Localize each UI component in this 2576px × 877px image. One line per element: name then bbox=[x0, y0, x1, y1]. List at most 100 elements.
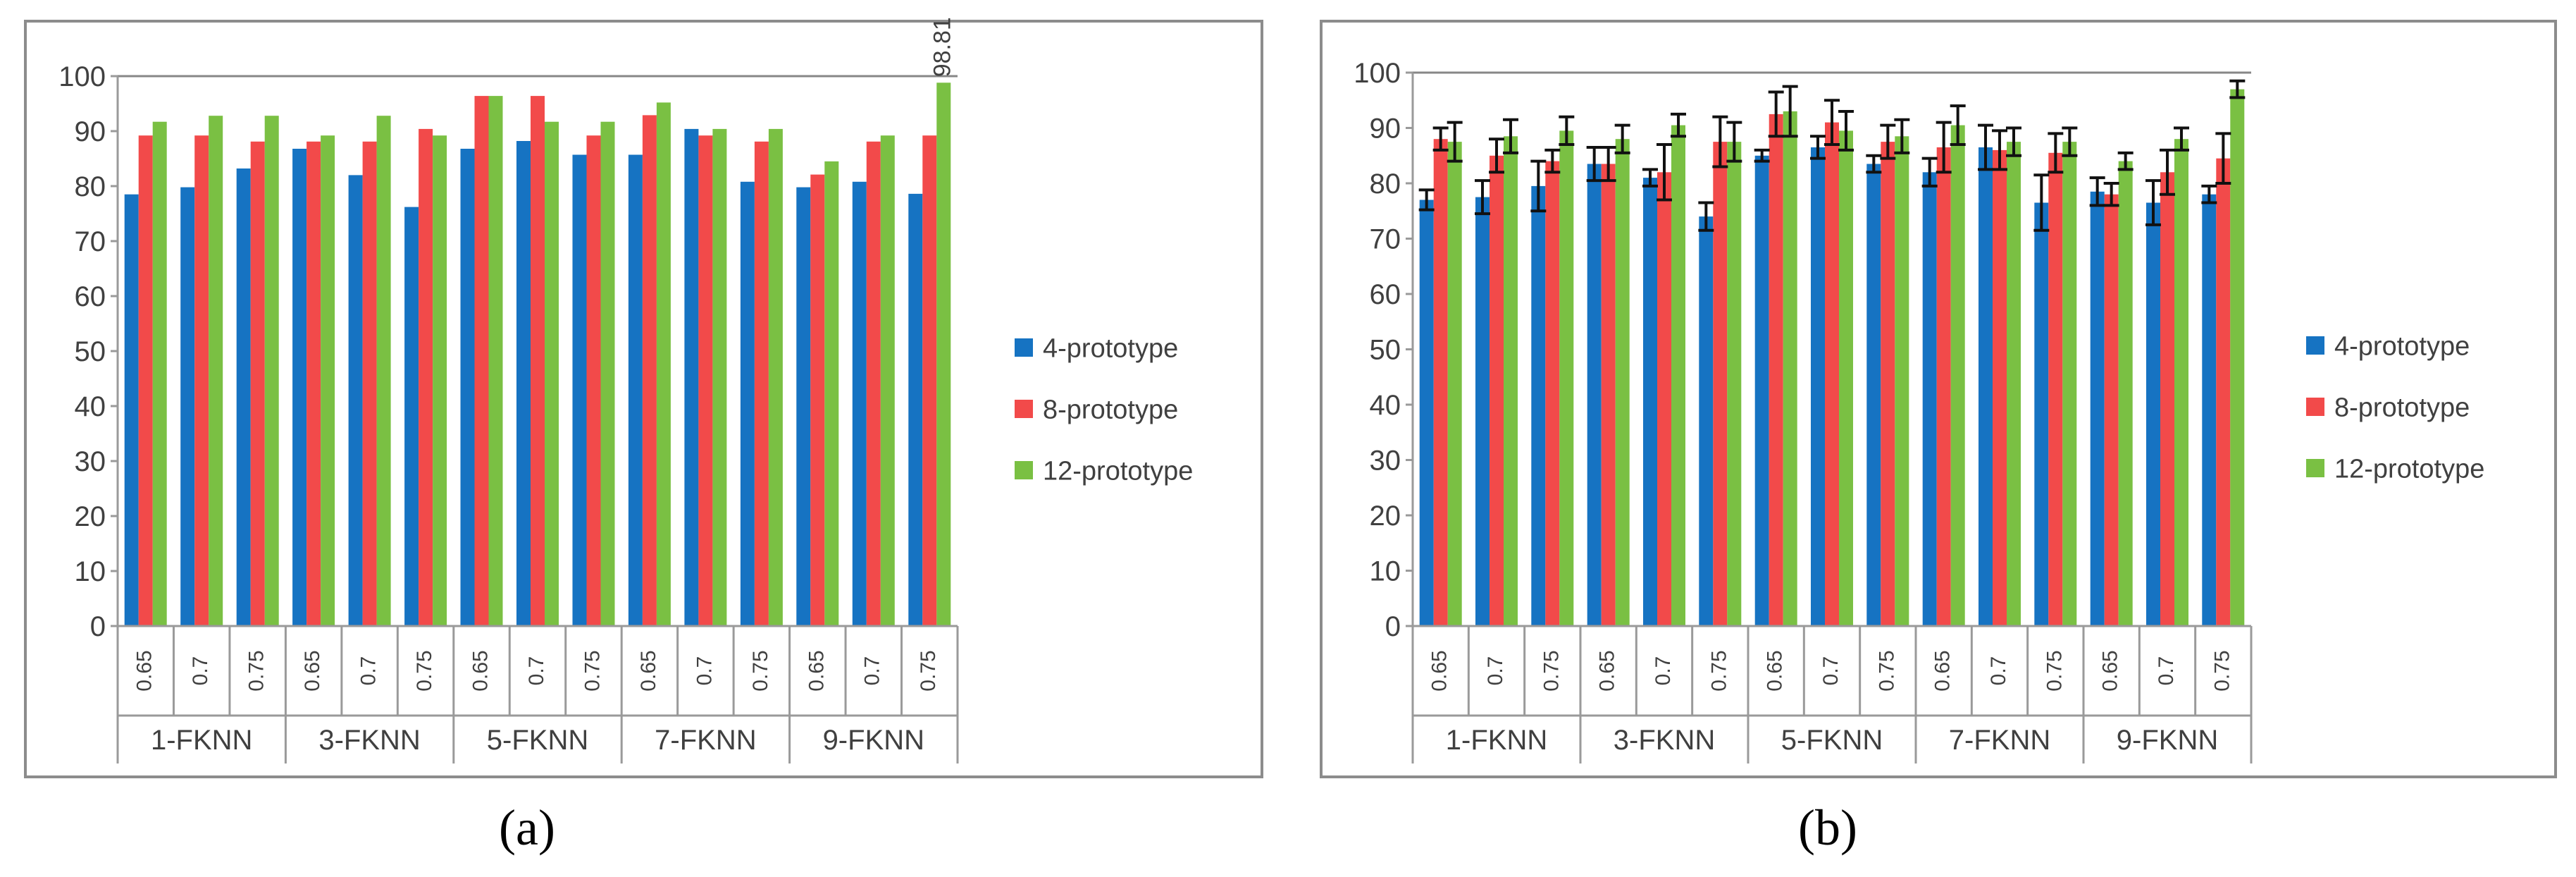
bar-12-prototype-2 bbox=[1559, 130, 1574, 626]
bar-8-prototype-10 bbox=[698, 135, 713, 626]
legend-swatch-4-prototype bbox=[1015, 338, 1033, 357]
category-label: 0.75 bbox=[2210, 650, 2234, 691]
bar-12-prototype-10 bbox=[712, 128, 727, 626]
bar-4-prototype-1 bbox=[180, 187, 195, 627]
category-label: 0.7 bbox=[357, 656, 380, 686]
bar-8-prototype-2 bbox=[250, 141, 265, 627]
y-tick-label: 20 bbox=[1370, 501, 1401, 532]
category-label: 0.7 bbox=[1652, 656, 1675, 686]
bar-8-prototype-4 bbox=[1657, 172, 1671, 627]
chart-b-legend: 4-prototype 8-prototype 12-prototype bbox=[2306, 331, 2484, 484]
bar-12-prototype-12 bbox=[824, 161, 839, 626]
bar-12-prototype-3 bbox=[321, 135, 335, 626]
y-tick-label: 90 bbox=[1370, 114, 1401, 145]
y-tick-label: 80 bbox=[1370, 168, 1401, 200]
chart-b-axes bbox=[1406, 71, 2253, 763]
y-tick-label: 70 bbox=[75, 226, 106, 257]
category-label: 0.65 bbox=[1764, 650, 1787, 691]
legend-label-8-prototype: 8-prototype bbox=[2334, 393, 2470, 422]
bar-4-prototype-7 bbox=[1811, 147, 1825, 626]
chart-b-bars bbox=[1419, 89, 2245, 627]
bar-12-prototype-11 bbox=[2062, 142, 2077, 627]
legend-label-4-prototype: 4-prototype bbox=[2334, 331, 2470, 361]
y-tick-label: 0 bbox=[90, 611, 106, 642]
bar-8-prototype-3 bbox=[306, 141, 321, 627]
category-label: 0.75 bbox=[1875, 650, 1898, 691]
bar-4-prototype-8 bbox=[572, 154, 587, 626]
category-label: 0.7 bbox=[189, 656, 212, 686]
y-tick-label: 50 bbox=[1370, 335, 1401, 366]
bar-8-prototype-7 bbox=[1825, 122, 1839, 627]
y-tick-label: 70 bbox=[1370, 224, 1401, 255]
bar-4-prototype-5 bbox=[404, 207, 419, 627]
bar-8-prototype-14 bbox=[922, 135, 937, 626]
y-tick-label: 30 bbox=[1370, 446, 1401, 477]
bar-12-prototype-6 bbox=[1783, 111, 1797, 626]
category-label: 0.65 bbox=[301, 650, 324, 691]
y-tick-label: 90 bbox=[75, 116, 106, 147]
chart-a-y-tick-labels: 0 10 20 30 40 50 60 70 80 90 100 bbox=[58, 61, 106, 642]
bar-12-prototype-7 bbox=[1839, 130, 1853, 626]
bar-8-prototype-6 bbox=[1769, 114, 1783, 626]
category-label: 0.75 bbox=[1540, 650, 1563, 691]
y-tick-label: 30 bbox=[75, 446, 106, 477]
bar-8-prototype-0 bbox=[138, 135, 153, 626]
bar-8-prototype-1 bbox=[194, 135, 209, 626]
y-tick-label: 10 bbox=[75, 556, 106, 587]
bar-4-prototype-12 bbox=[2090, 191, 2105, 626]
category-label: 0.7 bbox=[693, 656, 716, 686]
bar-4-prototype-5 bbox=[1699, 216, 1714, 627]
bar-8-prototype-12 bbox=[810, 174, 825, 627]
category-label: 0.75 bbox=[581, 650, 604, 691]
bar-4-prototype-9 bbox=[1922, 172, 1937, 627]
chart-b-y-tick-labels: 0 10 20 30 40 50 60 70 80 90 100 bbox=[1354, 58, 1401, 642]
bar-12-prototype-5 bbox=[1727, 142, 1742, 627]
y-tick-label: 40 bbox=[1370, 390, 1401, 421]
bar-8-prototype-8 bbox=[586, 135, 601, 626]
category-label: 0.75 bbox=[245, 650, 268, 691]
legend-swatch-4-prototype bbox=[2306, 336, 2324, 355]
bar-12-prototype-4 bbox=[376, 116, 391, 626]
bar-4-prototype-3 bbox=[1587, 164, 1602, 626]
panel-label-a: (a) bbox=[499, 799, 555, 856]
bar-4-prototype-12 bbox=[796, 187, 811, 627]
y-tick-label: 10 bbox=[1370, 556, 1401, 587]
y-tick-label: 50 bbox=[75, 336, 106, 367]
chart-a-legend: 4-prototype 8-prototype 12-prototype bbox=[1015, 333, 1193, 486]
category-label: 0.75 bbox=[2043, 650, 2066, 691]
bar-4-prototype-6 bbox=[1754, 155, 1769, 627]
y-tick-label: 100 bbox=[58, 61, 106, 92]
y-tick-label: 0 bbox=[1385, 611, 1401, 642]
bar-8-prototype-9 bbox=[642, 115, 657, 626]
bar-12-prototype-8 bbox=[600, 121, 615, 626]
group-label: 5-FKNN bbox=[1781, 725, 1883, 756]
category-label: 0.65 bbox=[1428, 650, 1451, 691]
bar-12-prototype-1 bbox=[1504, 136, 1518, 627]
bar-8-prototype-11 bbox=[2048, 152, 2063, 627]
y-tick-label: 60 bbox=[1370, 279, 1401, 310]
bar-4-prototype-13 bbox=[2146, 202, 2160, 626]
bar-12-prototype-7 bbox=[545, 121, 559, 626]
group-label: 1-FKNN bbox=[151, 725, 252, 756]
bar-12-prototype-9 bbox=[1950, 125, 1965, 627]
bar-4-prototype-10 bbox=[684, 128, 699, 626]
category-label: 0.75 bbox=[749, 650, 772, 691]
y-tick-label: 40 bbox=[75, 391, 106, 422]
bar-8-prototype-13 bbox=[2160, 172, 2174, 627]
y-tick-label: 60 bbox=[75, 281, 106, 312]
bar-4-prototype-4 bbox=[348, 175, 363, 626]
bar-4-prototype-9 bbox=[628, 154, 643, 626]
bar-12-prototype-1 bbox=[209, 116, 223, 626]
category-label: 0.7 bbox=[1819, 656, 1843, 686]
category-label: 0.65 bbox=[2099, 650, 2122, 691]
bar-4-prototype-11 bbox=[2034, 202, 2049, 626]
bar-4-prototype-11 bbox=[740, 181, 755, 626]
bar-12-prototype-10 bbox=[2007, 142, 2021, 627]
bar-4-prototype-3 bbox=[292, 149, 307, 626]
bar-12-prototype-3 bbox=[1615, 139, 1630, 626]
group-label: 5-FKNN bbox=[487, 725, 588, 756]
bar-12-prototype-8 bbox=[1895, 136, 1909, 627]
bar-8-prototype-12 bbox=[2104, 194, 2119, 626]
legend-label-8-prototype: 8-prototype bbox=[1043, 395, 1178, 424]
